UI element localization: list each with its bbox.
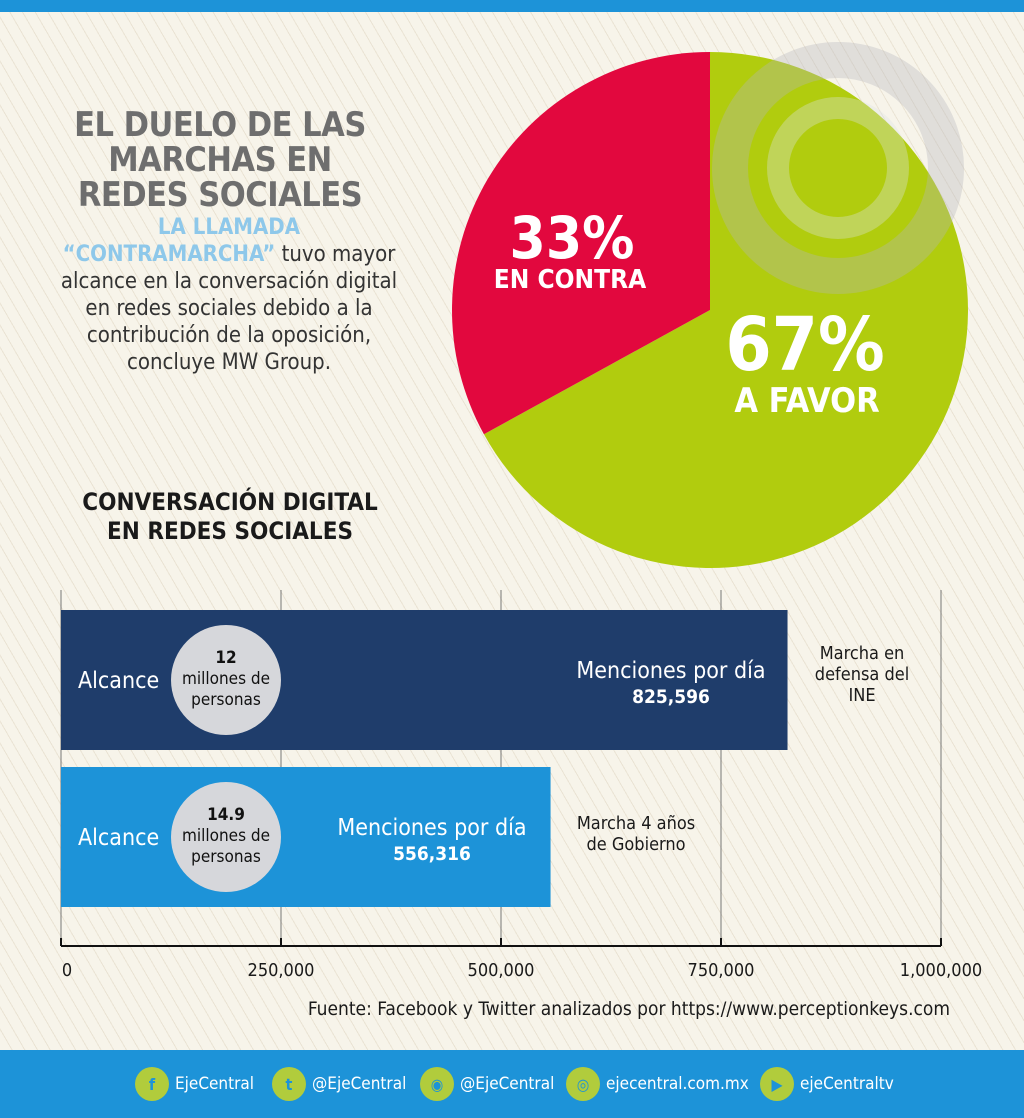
x-tick-label: 1,000,000 [900, 960, 982, 981]
reach-value: 12 [215, 648, 236, 668]
series-name-line: Marcha 4 años [577, 813, 695, 834]
intro-paragraph: LA LLAMADA “CONTRAMARCHA” tuvo mayor alc… [48, 214, 410, 376]
bar-value-label: 825,596 [632, 686, 710, 708]
series-name-line: defensa del [815, 664, 909, 685]
pie-label-a-favor-value: 67% [725, 302, 884, 388]
intro-highlight-1: LA LLAMADA [157, 215, 301, 240]
bar-reach-label: Alcance [78, 668, 159, 694]
intro-text: tuvo mayor alcance en la conversación di… [60, 242, 398, 375]
bar-marcha-gobierno [61, 767, 551, 907]
page-title: EL DUELO DE LAS MARCHAS EN REDES SOCIALE… [60, 108, 380, 213]
reach-bubble [171, 625, 281, 735]
social-link-label: @EjeCentral [460, 1074, 555, 1094]
social-link-label: ejecentral.com.mx [606, 1074, 749, 1094]
twitter-icon: t [272, 1067, 306, 1101]
title-line-3: REDES SOCIALES [77, 175, 363, 215]
reach-bubble [171, 782, 281, 892]
x-tick-label: 250,000 [248, 960, 315, 981]
reach-unit-1: millones de [182, 826, 270, 846]
source-note: Fuente: Facebook y Twitter analizados po… [307, 998, 950, 1020]
youtube-icon: ▶ [760, 1067, 794, 1101]
location-pin-icon: ◉ [420, 1067, 454, 1101]
watermark-logo-inner-icon [767, 97, 909, 239]
section-title-line-2: EN REDES SOCIALES [106, 517, 353, 545]
bar-mentions-label: Menciones por día [576, 658, 765, 684]
intro-highlight-2: “CONTRAMARCHA” [62, 242, 276, 267]
watermark-logo-icon [712, 42, 964, 294]
social-link[interactable]: ▶ ejeCentraltv [760, 1066, 894, 1102]
social-link-label: @EjeCentral [312, 1074, 407, 1094]
title-line-2: MARCHAS EN [108, 140, 332, 180]
pie-slice-en-contra [451, 52, 710, 435]
series-name-line: INE [848, 685, 875, 706]
bar-mentions-label: Menciones por día [337, 815, 526, 841]
x-tick-label: 750,000 [688, 960, 755, 981]
reach-value: 14.9 [207, 805, 245, 825]
pie-label-en-contra-name: EN CONTRA [494, 265, 646, 295]
footer-bar [0, 1050, 1024, 1118]
reach-unit-2: personas [191, 847, 261, 867]
x-tick-label: 500,000 [468, 960, 535, 981]
facebook-icon: f [135, 1067, 169, 1101]
social-link[interactable]: t @EjeCentral [272, 1066, 406, 1102]
social-link[interactable]: f EjeCentral [135, 1066, 254, 1102]
instagram-icon: ◎ [566, 1067, 600, 1101]
top-accent-bar [0, 0, 1024, 12]
section-title: CONVERSACIÓN DIGITAL EN REDES SOCIALES [60, 488, 400, 546]
pie-label-en-contra-value: 33% [510, 204, 635, 272]
series-name-line: Marcha en [820, 643, 905, 664]
pie-chart: 67%A FAVOR 33%EN CONTRA [451, 42, 968, 568]
title-line-1: EL DUELO DE LAS [74, 105, 366, 145]
social-link-label: EjeCentral [175, 1074, 255, 1094]
social-link[interactable]: ◎ ejecentral.com.mx [566, 1066, 749, 1102]
social-link[interactable]: ◉ @EjeCentral [420, 1066, 554, 1102]
x-tick-label: 0 [62, 960, 72, 981]
series-name-line: de Gobierno [586, 834, 685, 855]
bar-value-label: 556,316 [393, 843, 471, 865]
bar-chart: 0 250,000 500,000 750,000 1,000,000 Alcance 12… [60, 590, 982, 981]
reach-unit-1: millones de [182, 669, 270, 689]
bar-reach-label: Alcance [78, 825, 159, 851]
pie-label-a-favor-name: A FAVOR [734, 381, 879, 421]
social-link-label: ejeCentraltv [800, 1074, 894, 1094]
pie-slice-a-favor [483, 52, 968, 568]
section-title-line-1: CONVERSACIÓN DIGITAL [82, 488, 378, 516]
reach-unit-2: personas [191, 690, 261, 710]
